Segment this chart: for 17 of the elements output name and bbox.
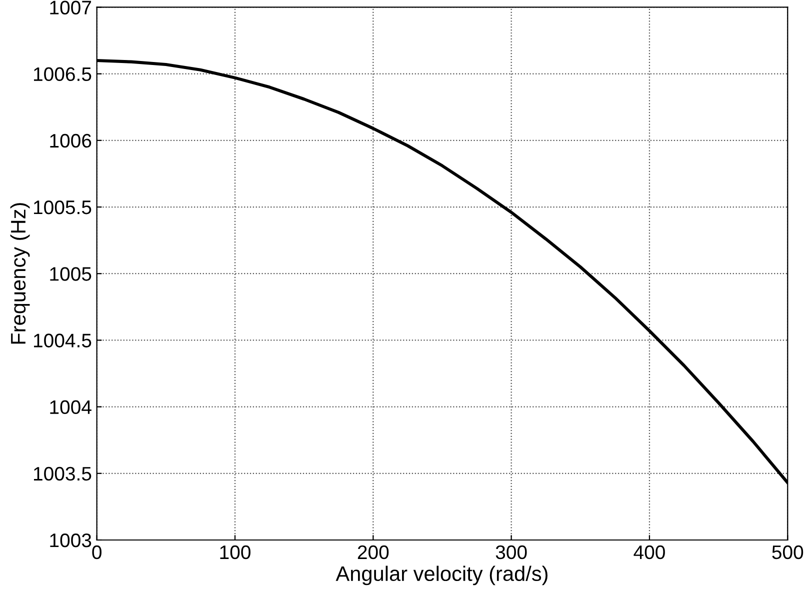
y-tick-label: 1003 [50, 533, 92, 548]
x-tick-label: 300 [496, 545, 527, 560]
y-tick-label: 1003.5 [34, 466, 92, 481]
y-tick-label: 1007 [50, 0, 92, 14]
y-tick-label: 1005.5 [34, 200, 92, 214]
y-tick-label: 1004.5 [34, 334, 92, 348]
y-axis-title: Frequency (Hz) [10, 203, 30, 344]
y-tick-label: 1006.5 [34, 67, 92, 82]
y-tick-label: 1006 [50, 134, 92, 148]
x-tick-label: 400 [634, 545, 665, 560]
x-axis-title: Angular velocity (rad/s) [336, 566, 548, 586]
x-tick-label: 0 [92, 545, 102, 560]
x-tick-label: 200 [358, 545, 389, 560]
y-tick-label: 1005 [50, 267, 92, 281]
y-tick-label: 1004 [50, 400, 92, 414]
x-tick-label: 500 [772, 545, 804, 560]
x-tick-label: 100 [220, 545, 250, 560]
